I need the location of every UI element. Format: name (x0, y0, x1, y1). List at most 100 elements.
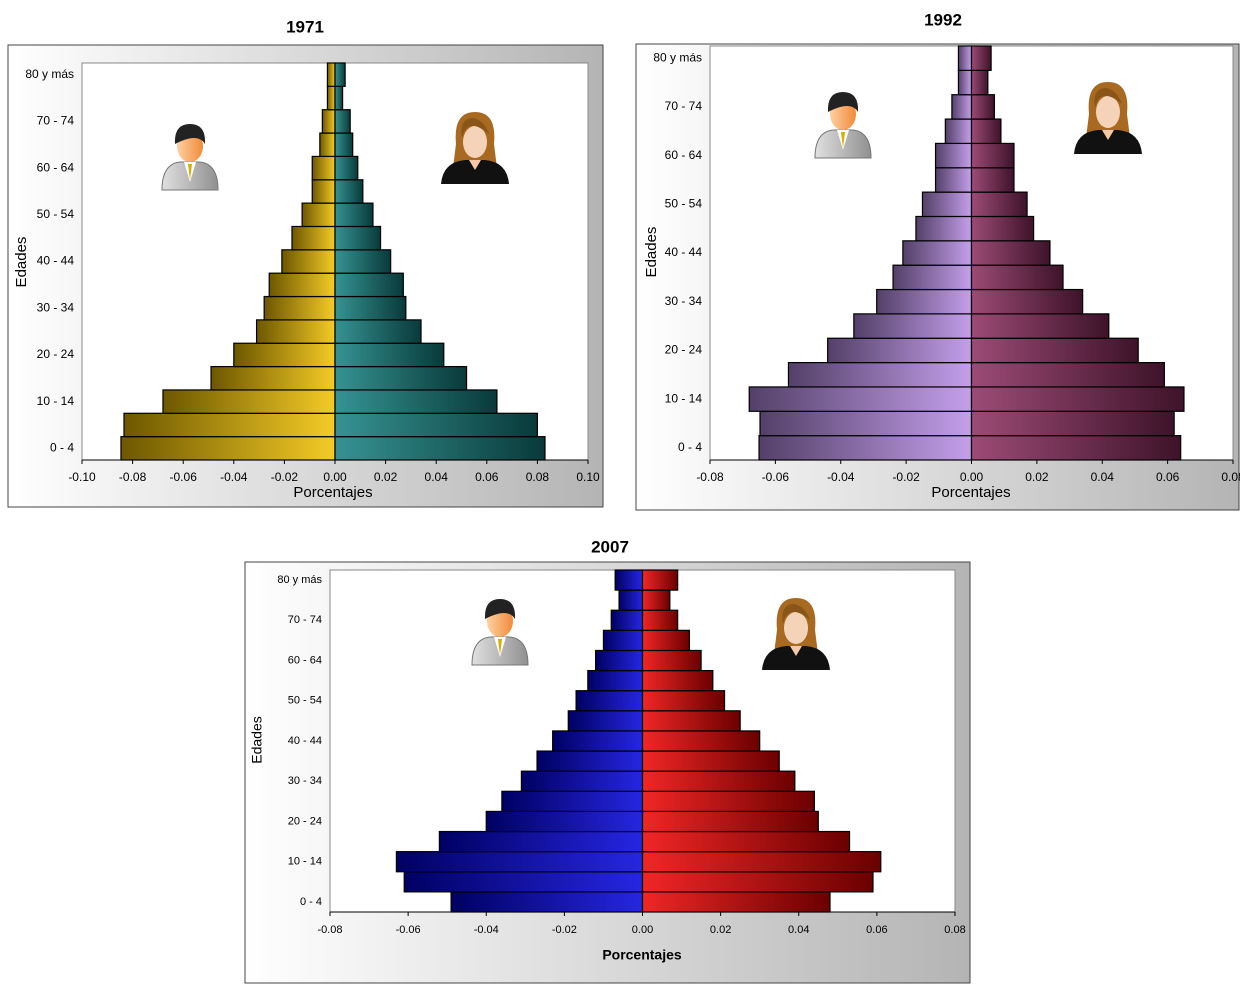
y-axis-label: Edades (13, 237, 30, 288)
x-tick-label: -0.02 (271, 470, 299, 484)
bar (641, 891, 831, 913)
y-tick-label: 30 - 34 (37, 300, 75, 314)
x-tick-label: -0.02 (892, 470, 920, 484)
bar (291, 225, 336, 251)
bar (326, 62, 336, 87)
bar (970, 288, 1084, 315)
bar (970, 337, 1139, 364)
bar (957, 45, 973, 71)
y-tick-label: 20 - 24 (288, 815, 322, 827)
x-tick-label: 0.02 (374, 470, 398, 484)
x-tick-label: -0.06 (396, 924, 421, 936)
bar (334, 132, 354, 158)
bar (311, 155, 336, 181)
x-tick-label: 0.04 (1091, 470, 1115, 484)
bar (210, 365, 336, 391)
bar (552, 730, 644, 752)
bar (575, 690, 644, 712)
bar (787, 361, 973, 388)
bar (934, 167, 973, 193)
bar (641, 569, 679, 591)
bar (263, 295, 336, 321)
bar (641, 730, 761, 752)
x-axis-label: Porcentajes (931, 484, 1010, 501)
bar (334, 155, 359, 181)
y-tick-label: 40 - 44 (37, 254, 75, 268)
bar (233, 342, 336, 368)
bar (334, 179, 364, 204)
bar (123, 412, 336, 438)
bar (595, 649, 644, 672)
bar (334, 272, 404, 298)
bar (921, 191, 973, 218)
x-tick-label: -0.02 (552, 924, 577, 936)
x-axis-label: Porcentajes (293, 484, 372, 501)
bar (970, 118, 1002, 145)
chart-title: 2007 (591, 537, 629, 556)
bar (334, 62, 346, 87)
y-tick-label: 40 - 44 (665, 245, 703, 259)
x-tick-label: 0.02 (1025, 470, 1049, 484)
bar (334, 202, 374, 228)
x-tick-label: -0.06 (762, 470, 790, 484)
x-tick-label: 0.06 (475, 470, 499, 484)
bar (641, 710, 741, 732)
bar (970, 264, 1064, 291)
y-tick-label: 10 - 14 (288, 856, 322, 868)
bar (892, 264, 973, 291)
x-tick-label: 0.10 (576, 470, 600, 484)
x-tick-label: 0.00 (960, 470, 984, 484)
bar (641, 830, 851, 853)
bar (915, 215, 973, 242)
bar (395, 851, 644, 873)
bar (827, 337, 973, 364)
x-tick-label: 0.00 (323, 470, 347, 484)
bar (281, 249, 336, 274)
x-tick-label: -0.04 (220, 470, 248, 484)
y-tick-label: 10 - 14 (37, 394, 75, 408)
bar (970, 142, 1015, 169)
y-tick-label: 60 - 64 (288, 654, 322, 666)
x-tick-label: -0.08 (317, 924, 342, 936)
bar (641, 690, 726, 712)
bar (485, 810, 644, 833)
y-tick-label: 80 y más (277, 574, 322, 586)
bar (334, 319, 422, 344)
x-axis-label: Porcentajes (602, 947, 682, 963)
bar (970, 313, 1110, 339)
bar (641, 770, 796, 792)
x-tick-label: -0.04 (474, 924, 499, 936)
bar (944, 118, 973, 145)
bar (951, 94, 973, 120)
bar (587, 669, 644, 692)
x-tick-label: 0.04 (425, 470, 449, 484)
bar (970, 45, 992, 71)
x-tick-label: 0.00 (632, 924, 653, 936)
bar (853, 313, 973, 339)
y-tick-label: 30 - 34 (665, 294, 703, 308)
chart-title: 1992 (924, 10, 962, 29)
bar (602, 629, 644, 652)
bar (902, 240, 973, 266)
bar (641, 851, 882, 873)
chart-title: 1971 (286, 17, 324, 36)
bar (120, 436, 336, 461)
y-tick-label: 50 - 54 (665, 196, 703, 210)
y-tick-label: 0 - 4 (50, 440, 74, 454)
x-tick-label: 0.06 (1156, 470, 1180, 484)
bar (970, 167, 1015, 193)
bar (501, 790, 644, 813)
bar (520, 770, 644, 792)
bar (334, 249, 392, 274)
bar (970, 191, 1028, 218)
bar (970, 215, 1035, 242)
bar (321, 109, 336, 134)
y-axis-label: Edades (643, 227, 660, 278)
bar (641, 871, 874, 893)
y-tick-label: 80 y más (653, 50, 702, 64)
bar (934, 142, 973, 169)
bar (450, 891, 644, 913)
x-tick-label: -0.06 (170, 470, 198, 484)
y-tick-label: 50 - 54 (37, 207, 75, 221)
x-tick-label: -0.04 (827, 470, 855, 484)
